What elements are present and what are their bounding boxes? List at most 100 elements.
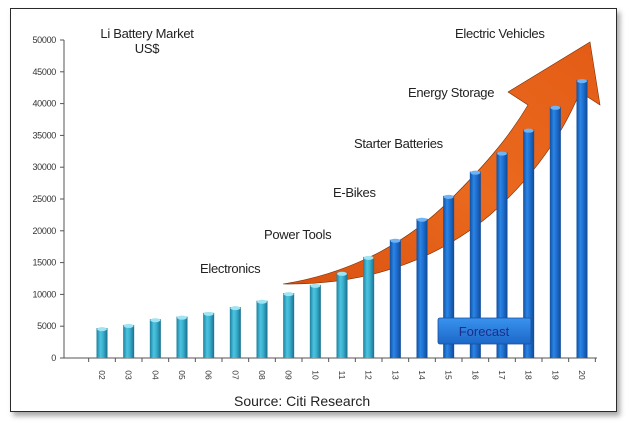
bar-body — [203, 312, 215, 358]
x-tick-label: 03 — [124, 370, 134, 380]
bar-cap — [310, 283, 321, 288]
bar-cap — [443, 194, 454, 199]
bar-08 — [256, 299, 268, 358]
bar-cap — [550, 105, 561, 110]
bar-cap — [337, 271, 347, 276]
x-tick-label: 13 — [390, 370, 400, 380]
bars — [96, 79, 588, 359]
bar-body — [389, 239, 401, 358]
x-tick-label: 19 — [550, 370, 560, 380]
bar-17 — [496, 151, 508, 358]
annotation-electric-vehicles: Electric Vehicles — [455, 26, 545, 41]
bar-15 — [443, 194, 455, 358]
x-tick-label: 08 — [257, 370, 267, 380]
x-tick-label: 17 — [497, 370, 507, 380]
bar-09 — [283, 292, 295, 358]
bar-body — [96, 328, 108, 358]
y-tick-label: 15000 — [32, 258, 56, 268]
bar-07 — [229, 306, 241, 358]
bar-18 — [523, 128, 535, 358]
bar-body — [363, 256, 375, 358]
bar-05 — [176, 315, 188, 358]
annotation-e-bikes: E-Bikes — [333, 185, 376, 200]
x-tick-label: 16 — [470, 370, 480, 380]
bar-14 — [416, 217, 428, 358]
bar-cap — [150, 318, 161, 323]
bar-body — [176, 316, 188, 358]
bar-19 — [549, 105, 561, 358]
x-tick-label: 14 — [417, 370, 427, 380]
x-tick-label: 18 — [524, 370, 534, 380]
bar-cap — [523, 128, 534, 133]
x-tick-label: 09 — [284, 370, 294, 380]
x-tick-label: 04 — [150, 370, 160, 380]
bar-body — [416, 218, 428, 358]
bar-06 — [203, 311, 215, 358]
bar-03 — [123, 323, 135, 358]
forecast-label-text: Forecast — [459, 324, 510, 339]
bar-body — [469, 171, 481, 358]
annotation-electronics: Electronics — [200, 261, 261, 276]
bar-cap — [497, 151, 507, 156]
bar-body — [496, 152, 508, 358]
x-tick-label: 11 — [337, 371, 347, 380]
bar-02 — [96, 327, 108, 358]
bar-11 — [336, 271, 348, 358]
bar-cap — [203, 311, 214, 316]
x-tick-label: 20 — [577, 370, 587, 380]
bar-cap — [470, 170, 481, 175]
annotation-power-tools: Power Tools — [264, 227, 332, 242]
bar-cap — [177, 315, 187, 320]
bar-13 — [389, 238, 401, 358]
bar-cap — [390, 238, 401, 243]
bar-cap — [417, 217, 427, 222]
x-tick-label: 15 — [444, 370, 454, 380]
bar-body — [576, 80, 588, 359]
x-tick-label: 12 — [364, 370, 374, 380]
bar-body — [336, 272, 348, 358]
bar-cap — [283, 292, 294, 297]
bar-body — [149, 319, 161, 358]
bar-20 — [576, 79, 588, 359]
y-tick-label: 0 — [51, 353, 56, 363]
y-tick-label: 35000 — [32, 130, 56, 140]
axes — [60, 39, 597, 362]
x-tick-label: 05 — [177, 370, 187, 380]
bar-12 — [363, 255, 375, 358]
x-tick-label: 02 — [97, 370, 107, 380]
annotation-energy-storage: Energy Storage — [408, 85, 494, 100]
x-tick-label: 06 — [204, 370, 214, 380]
y-tick-label: 5000 — [37, 321, 56, 331]
bar-04 — [149, 318, 161, 358]
y-tick-label: 50000 — [32, 35, 56, 45]
bar-cap — [230, 306, 241, 311]
bar-cap — [363, 255, 374, 260]
y-tick-labels: 0 5000 10000 15000 20000 25000 30000 35000 40000… — [32, 35, 56, 363]
bar-body — [443, 195, 455, 358]
x-tick-labels: 02 03 04 05 06 07 08 09 10 11 12 13 14 15 16 17 18 19 20 — [97, 370, 587, 380]
bar-body — [256, 300, 268, 358]
bar-cap — [577, 79, 587, 84]
y-tick-label: 30000 — [32, 162, 56, 172]
y-tick-label: 10000 — [32, 289, 56, 299]
bar-cap — [123, 323, 134, 328]
bar-cap — [97, 327, 107, 332]
x-tick-label: 07 — [230, 370, 240, 380]
bar-body — [309, 284, 321, 358]
forecast-label-box — [437, 317, 532, 345]
annotation-starter-batteries: Starter Batteries — [354, 136, 444, 151]
bar-body — [523, 129, 535, 358]
y-tick-label: 40000 — [32, 99, 56, 109]
bar-10 — [309, 283, 321, 358]
forecast-label: Forecast — [437, 317, 532, 345]
bar-body — [549, 106, 561, 358]
source-caption: Source: Citi Research — [234, 393, 370, 409]
y-tick-label: 20000 — [32, 226, 56, 236]
bar-body — [229, 307, 241, 358]
y-tick-label: 25000 — [32, 194, 56, 204]
bar-cap — [257, 299, 267, 304]
x-tick-label: 10 — [310, 370, 320, 380]
y-tick-label: 45000 — [32, 67, 56, 77]
chart-subtitle: US$ — [135, 41, 160, 56]
